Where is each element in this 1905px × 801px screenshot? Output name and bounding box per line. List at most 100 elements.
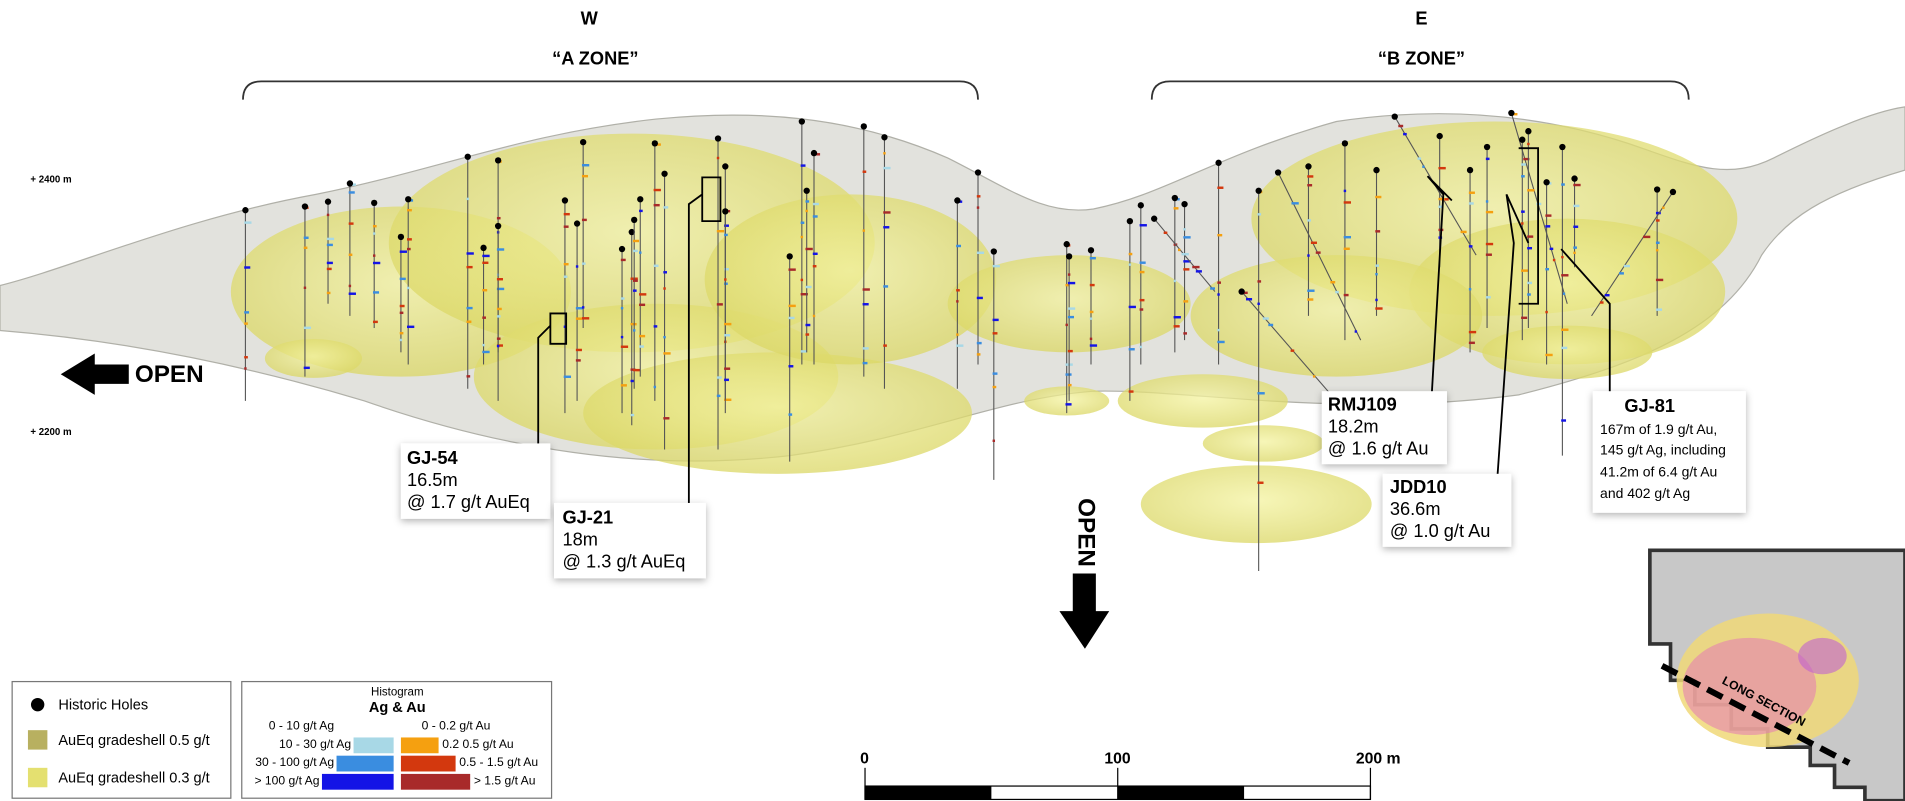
assay-mark: [1140, 224, 1147, 226]
assay-mark: [1129, 348, 1135, 350]
long-section: W E “A ZONE” “B ZONE” + 2400 m + 2200 m …: [0, 0, 1905, 801]
hole-collar: [574, 220, 580, 226]
assay-mark: [400, 339, 402, 341]
histogram-title: Histogram: [371, 687, 424, 699]
scale-label: 200 m: [1356, 750, 1401, 767]
assay-mark: [805, 324, 810, 326]
assay-mark: [1469, 342, 1475, 344]
assay-mark: [400, 278, 406, 280]
assay-mark: [482, 289, 487, 291]
hole-collar: [1181, 201, 1187, 207]
shape: [322, 774, 394, 790]
histogram-label: > 100 g/t Ag: [254, 773, 319, 787]
assay-mark: [349, 293, 356, 295]
assay-mark: [304, 327, 311, 329]
assay-mark: [1469, 192, 1475, 194]
scale-label: 100: [1104, 750, 1131, 767]
assay-mark: [813, 265, 817, 267]
assay-mark: [373, 232, 375, 234]
hole-collar: [325, 199, 331, 205]
assay-mark: [1469, 202, 1474, 204]
callout: GJ-54 16.5m @ 1.7 g/t AuEq: [401, 443, 550, 518]
assay-mark: [724, 379, 729, 381]
assay-mark: [349, 254, 353, 256]
assay-mark: [1561, 274, 1568, 276]
hole-collar: [1151, 216, 1157, 222]
assay-mark: [863, 362, 868, 364]
assay-mark: [621, 297, 625, 299]
assay-mark: [1183, 268, 1189, 270]
assay-mark: [582, 262, 586, 264]
assay-mark: [1521, 222, 1523, 224]
assay-mark: [1573, 252, 1575, 254]
hole-collar: [1571, 175, 1577, 181]
hole-collar: [580, 139, 586, 145]
assay-mark: [244, 266, 250, 268]
assay-mark: [1527, 282, 1532, 284]
assay-mark: [1316, 251, 1321, 253]
assay-mark: [1486, 158, 1490, 160]
assay-mark: [407, 209, 412, 211]
assay-mark: [717, 230, 724, 232]
assay-mark: [1090, 338, 1092, 340]
assay-mark: [1469, 288, 1471, 290]
assay-mark: [956, 333, 958, 335]
assay-mark: [805, 210, 807, 212]
assay-mark: [467, 252, 474, 254]
scale-bar: 0 100 200 m: [860, 750, 1400, 799]
assay-mark: [1545, 311, 1547, 313]
assay-mark: [1656, 279, 1663, 281]
assay-mark: [482, 316, 486, 318]
assay-mark: [639, 293, 646, 295]
hole-collar: [1525, 128, 1531, 134]
hole-collar: [975, 169, 981, 175]
hole-collar: [495, 223, 501, 229]
assay-mark: [327, 268, 332, 270]
assay-mark: [1068, 282, 1075, 284]
page: {"header":{"west":"W","east":"E","zones"…: [0, 0, 1905, 801]
assay-mark: [1403, 133, 1407, 135]
assay-mark: [467, 266, 473, 268]
elevation-label: + 2400 m: [30, 174, 72, 185]
assay-mark: [805, 200, 809, 202]
assay-mark: [582, 175, 588, 177]
west-label: W: [581, 8, 599, 28]
assay-mark: [1619, 272, 1624, 274]
elevation-label: + 2200 m: [30, 427, 72, 438]
assay-mark: [1521, 317, 1527, 319]
location-inset: LONG SECTION: [1650, 550, 1905, 800]
assay-mark: [400, 312, 404, 314]
assay-mark: [1527, 247, 1532, 249]
assay-mark: [1527, 293, 1531, 295]
assay-mark: [1090, 344, 1097, 346]
assay-mark: [724, 234, 728, 236]
assay-mark: [1375, 264, 1379, 266]
open-label: OPEN: [1073, 498, 1100, 567]
hole-collar: [787, 253, 793, 259]
hole-collar: [398, 234, 404, 240]
assay-mark: [993, 440, 995, 442]
assay-mark: [1217, 187, 1223, 189]
histogram-subtitle: Ag & Au: [369, 700, 426, 716]
assay-mark: [482, 262, 488, 264]
assay-mark: [1417, 157, 1421, 159]
callout-title: GJ-54: [407, 448, 459, 468]
assay-mark: [805, 333, 809, 335]
assay-mark: [1521, 175, 1525, 177]
assay-mark: [1140, 308, 1144, 310]
hole-collar: [1215, 160, 1221, 166]
histogram-label: 30 - 100 g/t Ag: [255, 755, 334, 769]
assay-mark: [576, 349, 582, 351]
assay-mark: [1257, 482, 1263, 484]
assay-mark: [582, 306, 584, 308]
hole-collar: [637, 196, 643, 202]
assay-mark: [788, 413, 792, 415]
assay-mark: [407, 238, 412, 240]
assay-mark: [1164, 232, 1168, 234]
callout-line: @ 1.7 g/t AuEq: [407, 492, 530, 512]
assay-mark: [977, 206, 979, 208]
assay-mark: [1068, 384, 1072, 386]
assay-mark: [1217, 293, 1219, 295]
assay-mark: [956, 289, 960, 291]
assay-mark: [621, 384, 627, 386]
